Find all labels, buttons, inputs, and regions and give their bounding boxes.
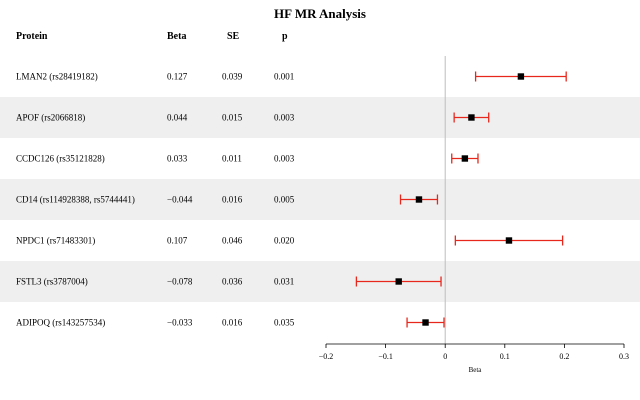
cell-protein: NPDC1 (rs71483301) <box>16 236 95 246</box>
point-estimate <box>468 114 475 121</box>
cell-p: 0.003 <box>274 113 295 123</box>
cell-se: 0.036 <box>222 277 243 287</box>
cell-se: 0.015 <box>222 113 243 123</box>
estimate-marks <box>355 71 567 328</box>
cell-p: 0.020 <box>274 236 295 246</box>
cell-beta: 0.127 <box>167 72 188 82</box>
x-tick-label: 0.1 <box>500 352 510 361</box>
point-estimate <box>422 319 429 326</box>
row-stripe <box>0 261 640 302</box>
cell-p: 0.035 <box>274 318 295 328</box>
x-axis-label: Beta <box>469 366 483 374</box>
cell-se: 0.016 <box>222 318 243 328</box>
cell-protein: CD14 (rs114928388, rs5744441) <box>16 195 135 205</box>
cell-p: 0.005 <box>274 195 295 205</box>
cell-protein: CCDC126 (rs35121828) <box>16 154 105 164</box>
x-axis: −0.2 −0.1 0 0.1 0.2 0.3 Beta <box>319 343 629 374</box>
header-protein: Protein <box>16 31 48 42</box>
point-estimate <box>415 196 423 203</box>
cell-se: 0.039 <box>222 72 243 82</box>
cell-se: 0.011 <box>222 154 242 164</box>
cell-beta: −0.033 <box>167 318 193 328</box>
cell-protein: FSTL3 (rs3787004) <box>16 277 88 287</box>
cell-p: 0.001 <box>274 72 294 82</box>
row-stripe <box>0 97 640 138</box>
cell-beta: −0.044 <box>167 195 193 205</box>
cell-beta: 0.044 <box>167 113 188 123</box>
x-tick-label: 0.2 <box>559 352 569 361</box>
row-stripes <box>0 97 640 302</box>
header-se: SE <box>227 31 240 42</box>
cell-beta: 0.107 <box>167 236 188 246</box>
cell-protein: APOF (rs2066818) <box>16 113 85 123</box>
cell-se: 0.016 <box>222 195 243 205</box>
cell-protein: ADIPOQ (rs143257534) <box>16 318 105 328</box>
x-tick-label: −0.2 <box>319 352 334 361</box>
cell-p: 0.031 <box>274 277 294 287</box>
table-cells: LMAN2 (rs28419182) 0.127 0.039 0.001 APOF (r… <box>16 72 295 328</box>
x-tick-label: −0.1 <box>378 352 393 361</box>
row-stripe <box>0 179 640 220</box>
x-tick-label: 0 <box>443 352 447 361</box>
point-estimate <box>505 237 513 244</box>
cell-se: 0.046 <box>222 236 243 246</box>
cell-beta: −0.078 <box>167 277 193 287</box>
header-beta: Beta <box>167 31 187 42</box>
point-estimate <box>395 278 402 285</box>
chart-title: HF MR Analysis <box>274 6 366 21</box>
cell-p: 0.003 <box>274 154 295 164</box>
cell-beta: 0.033 <box>167 154 188 164</box>
point-estimate <box>517 73 525 80</box>
cell-protein: LMAN2 (rs28419182) <box>16 72 98 82</box>
x-tick-label: 0.3 <box>619 352 629 361</box>
header-p: p <box>282 31 288 42</box>
point-estimate <box>461 155 469 162</box>
